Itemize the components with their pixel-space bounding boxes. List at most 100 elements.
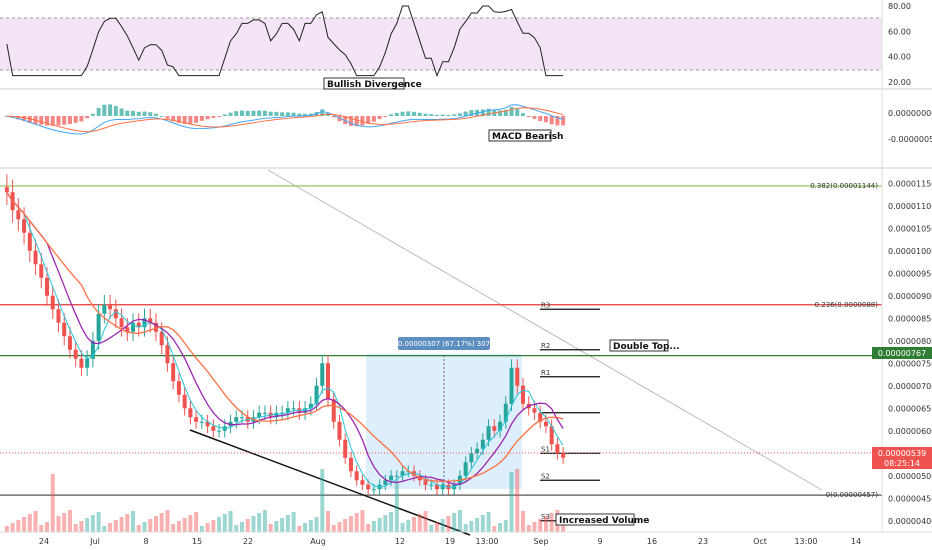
price-tick-4: 0.00000950 (888, 269, 932, 278)
candle-body (354, 471, 359, 481)
ma-slow-line (6, 191, 564, 482)
rsi-tick-0: 80.00 (888, 2, 911, 11)
volume-bar (486, 512, 491, 532)
candle-body (79, 358, 84, 368)
macd-hist-bar (509, 106, 514, 116)
price-tag-767 (872, 347, 932, 359)
volume-bar (526, 525, 531, 532)
macd-hist-bar (371, 116, 376, 122)
macd-hist-bar (377, 116, 382, 120)
candle-body (538, 412, 543, 422)
pivot-label-6: S3 (541, 513, 550, 521)
price-tick-14: 0.00000450 (888, 494, 932, 503)
rsi-axis: 80.00 60.00 40.00 20.00 (888, 2, 911, 87)
macd-hist-bar (205, 116, 210, 120)
macd-hist-bar (520, 113, 525, 116)
macd-line (6, 104, 564, 135)
candle-body (153, 322, 158, 332)
macd-hist-bar (182, 116, 187, 124)
candle-body (125, 327, 130, 332)
ma-mid-line (6, 191, 564, 485)
macd-hist-bar (383, 116, 388, 117)
price-tick-13: 0.00000500 (888, 472, 932, 481)
candle-body (33, 250, 38, 265)
candle-body (274, 412, 279, 418)
macd-hist-bar (486, 108, 491, 116)
volume-bar (463, 524, 468, 532)
macd-hist-bar (188, 116, 193, 124)
volume-bar (50, 474, 55, 532)
macd-hist-bar (50, 116, 55, 126)
x-tick-12: 23 (698, 537, 708, 546)
volume-bar (119, 517, 124, 532)
annotation-macd-bearish: MACD Bearish (492, 132, 563, 142)
candle-body (314, 385, 319, 404)
candle-body (96, 313, 101, 341)
volume-bar (440, 519, 445, 532)
macd-hist-bar (159, 115, 164, 117)
volume-bar (16, 520, 21, 532)
volume-bar (27, 514, 32, 532)
volume-bar (285, 515, 290, 532)
volume-bar (142, 522, 147, 532)
macd-hist-bar (108, 104, 113, 116)
macd-hist-bar (125, 110, 130, 116)
macd-hist-bar (211, 116, 216, 118)
candle-body (308, 403, 313, 409)
candle-body (159, 331, 164, 346)
macd-hist-bar (526, 116, 531, 117)
x-tick-2: 8 (143, 537, 148, 546)
candle-body (188, 408, 193, 418)
volume-bar (90, 515, 95, 532)
countdown-timer: 08:25:14 (884, 459, 920, 468)
macd-hist-bar (532, 116, 537, 119)
current-price-tag (872, 447, 932, 469)
candle-body (234, 417, 239, 422)
volume-bar (457, 510, 462, 532)
candle-body (394, 475, 399, 477)
volume-bar (205, 523, 210, 532)
macd-hist-bar (27, 116, 32, 123)
macd-hist-bar (423, 113, 428, 116)
volume-bar (274, 521, 279, 532)
volume-bar (320, 469, 325, 532)
rsi-band (0, 18, 882, 70)
candle-body (102, 304, 107, 314)
volume-bar (331, 525, 336, 532)
rsi-tick-2: 40.00 (888, 53, 911, 62)
volume-bar (262, 510, 267, 532)
volume-bar (257, 513, 262, 532)
candle-body (343, 439, 348, 458)
macd-hist-bar (90, 113, 95, 116)
volume-bar (394, 481, 399, 532)
volume-bar (62, 513, 67, 532)
macd-hist-bar (22, 116, 27, 122)
macd-hist-bar (446, 114, 451, 116)
x-tick-7: 19 (445, 537, 455, 546)
macd-hist-bar (549, 116, 554, 125)
macd-hist-bar (274, 111, 279, 116)
x-tick-14: 13:00 (794, 537, 817, 546)
volume-bar (39, 525, 44, 532)
pivot-label-2: R1 (541, 369, 550, 377)
volume-bar (538, 519, 543, 532)
volume-bar (245, 519, 250, 532)
candle-body (326, 363, 331, 400)
macd-hist-bar (199, 116, 204, 121)
volume-bar (354, 513, 359, 532)
macd-hist-bar (176, 116, 181, 123)
x-tick-1: Jul (89, 537, 100, 546)
macd-hist-bar (389, 114, 394, 116)
volume-bar (85, 518, 90, 532)
macd-hist-bar (222, 114, 227, 116)
volume-bar (509, 472, 514, 532)
macd-tick-0: 0.00000000 (888, 109, 932, 118)
macd-hist-bar (457, 113, 462, 116)
macd-hist-bar (102, 104, 107, 116)
volume-bar (268, 524, 273, 532)
candle-body (429, 484, 434, 486)
macd-hist-bar (337, 116, 342, 122)
candle-body (136, 322, 141, 328)
volume-bar (96, 512, 101, 532)
